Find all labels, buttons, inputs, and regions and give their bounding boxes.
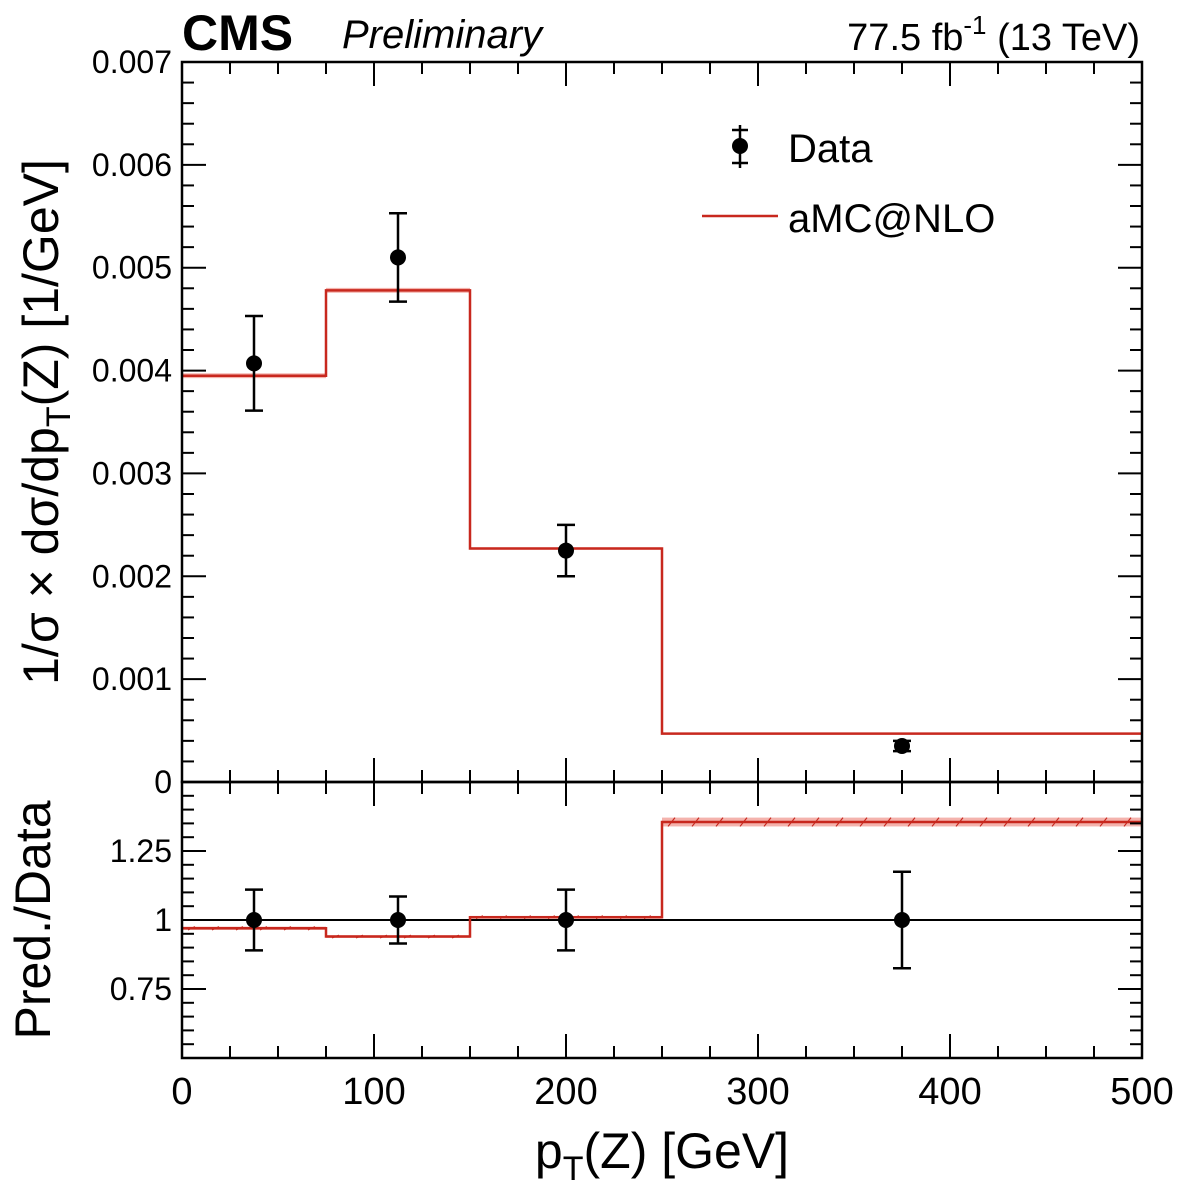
legend-amcnlo-label: aMC@NLO [788, 197, 995, 241]
x-tick-label-1: 100 [342, 1071, 405, 1113]
main-y-title-sub: T [40, 406, 78, 427]
x-tick-label-5: 500 [1110, 1071, 1173, 1113]
legend: Data aMC@NLO [702, 125, 995, 241]
legend-data-marker [732, 138, 748, 154]
main-ytick-label-0: 0 [154, 764, 172, 800]
ratio-point-2 [558, 912, 574, 928]
x-title-base: p [535, 1123, 563, 1179]
ratio-y-axis-title: Pred./Data [5, 800, 61, 1039]
luminosity-label: 77.5 fb-1 (13 TeV) [847, 10, 1140, 59]
legend-data-label: Data [788, 127, 873, 171]
ratio-x-axis-ticks: 0 100 200 300 400 500 [171, 782, 1174, 1113]
data-point-2 [558, 542, 574, 559]
ratio-point-0 [246, 912, 262, 928]
main-ytick-label-7: 0.007 [92, 44, 172, 80]
legend-entry-amcnlo: aMC@NLO [702, 197, 995, 241]
main-y-axis-title: 1/σ × dσ/dpT(Z) [1/GeV] [13, 159, 78, 685]
ratio-ytick-label-1: 1 [154, 902, 172, 938]
status-label: Preliminary [342, 13, 545, 57]
main-ytick-label-5: 0.005 [92, 250, 172, 286]
data-point-3 [894, 738, 910, 754]
ratio-point-1 [390, 912, 406, 928]
experiment-label: CMS [182, 5, 293, 61]
ratio-y-axis-ticks: 0.75 1 1.25 [110, 781, 1142, 1059]
ratio-ytick-label-0: 0.75 [110, 971, 172, 1007]
ratio-frame [180, 780, 1144, 1060]
data-point-0 [246, 355, 262, 372]
x-tick-label-0: 0 [171, 1071, 192, 1113]
lumi-value: 77.5 fb [847, 17, 963, 59]
x-tick-label-3: 300 [726, 1071, 789, 1113]
main-ytick-label-4: 0.004 [92, 353, 172, 389]
series-data-points [245, 211, 911, 754]
main-ytick-label-3: 0.003 [92, 455, 172, 491]
x-tick-label-4: 400 [918, 1071, 981, 1113]
ratio-ytick-label-2: 1.25 [110, 833, 172, 869]
ratio-point-3 [894, 912, 910, 928]
ratio-data-points [245, 870, 911, 970]
lumi-energy: (13 TeV) [987, 17, 1140, 59]
x-title-rest: (Z) [GeV] [584, 1123, 790, 1179]
x-tick-label-2: 200 [534, 1071, 597, 1113]
main-y-title-prefix: 1/σ × dσ/dp [13, 427, 69, 685]
main-y-title-suffix: (Z) [1/GeV] [13, 159, 69, 406]
main-ytick-label-1: 0.001 [92, 661, 172, 697]
main-ytick-label-2: 0.002 [92, 558, 172, 594]
legend-entry-data: Data [732, 125, 873, 171]
x-axis-title: pT(Z) [GeV] [535, 1123, 789, 1188]
data-point-1 [390, 249, 406, 266]
lumi-exponent: -1 [963, 10, 986, 40]
series-amcnlo-step [182, 289, 1142, 735]
x-title-sub: T [563, 1150, 584, 1188]
ratio-amcnlo-step [182, 820, 1142, 938]
main-ytick-label-6: 0.006 [92, 147, 172, 183]
main-y-axis-ticks: 0 0.001 0.002 0.003 0.004 0.005 0.006 0.007 [92, 44, 1142, 800]
main-x-axis-ticks [181, 62, 1143, 782]
ratio-pad: 0.75 1 1.25 0 100 200 300 400 500 [110, 780, 1174, 1113]
main-pad: 0 0.001 0.002 0.003 0.004 0.005 0.006 0.007 [92, 44, 1144, 800]
